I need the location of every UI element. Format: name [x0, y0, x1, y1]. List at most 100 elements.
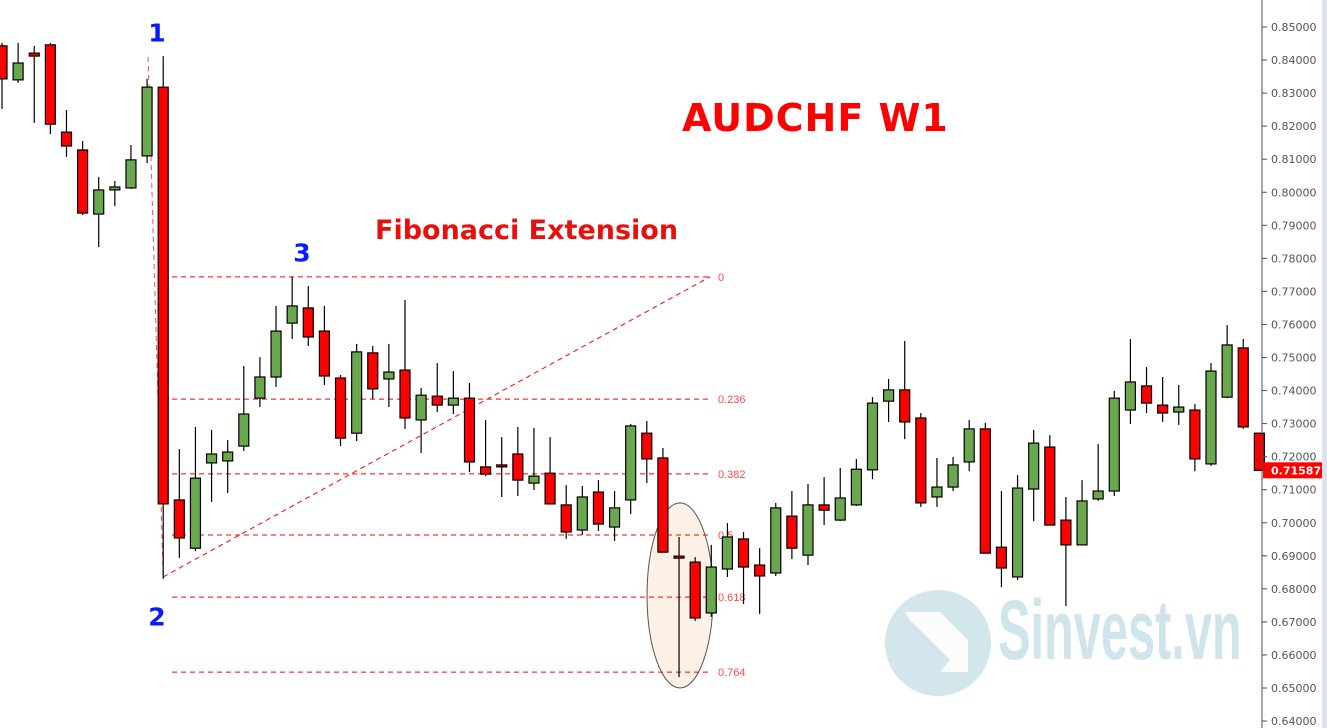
bearish-candle-body [737, 538, 750, 568]
bullish-candle-body [528, 475, 540, 484]
bullish-candle-body [1011, 487, 1024, 578]
bearish-candle-body [1253, 432, 1265, 471]
candle [915, 413, 927, 507]
candle [657, 448, 669, 553]
candle [318, 305, 330, 385]
bearish-candle-body [818, 504, 830, 511]
candle [496, 437, 508, 497]
candle [383, 343, 395, 408]
candle [1205, 363, 1217, 466]
candle [882, 378, 895, 422]
bullish-candle-body [205, 453, 218, 464]
candle [1044, 435, 1056, 526]
price-axis-label: 0.83000 [1271, 87, 1317, 100]
point-label-1: 1 [148, 18, 166, 48]
price-axis-scroll-strip[interactable] [1322, 0, 1327, 728]
bullish-candle-body [109, 186, 121, 191]
price-axis-label: 0.77000 [1271, 285, 1317, 298]
candle [689, 557, 701, 621]
price-axis-label: 0.65000 [1271, 682, 1317, 695]
candle [286, 276, 298, 339]
candle [673, 536, 685, 678]
candle [302, 286, 314, 346]
fib-level-label: 0.764 [718, 667, 746, 679]
bearish-candle-body [480, 466, 492, 475]
candle [866, 397, 879, 480]
candle [351, 343, 363, 442]
candle [608, 491, 621, 541]
highlight-ellipse [646, 502, 714, 689]
candle [1237, 338, 1249, 429]
candle [576, 486, 588, 535]
candle [76, 141, 89, 216]
bullish-candle-body [625, 425, 637, 501]
bullish-candle-body [415, 394, 427, 421]
bearish-candle-body [979, 428, 991, 554]
bullish-candle-body [238, 413, 250, 447]
bearish-candle-body [1157, 404, 1169, 414]
bearish-candle-body [431, 395, 443, 406]
price-axis-label: 0.73000 [1271, 418, 1317, 431]
price-axis-label: 0.74000 [1271, 385, 1317, 398]
bullish-candle-body [947, 464, 959, 488]
bullish-candle-body [141, 86, 153, 157]
bearish-candle-body [334, 377, 347, 439]
candle [1140, 367, 1153, 414]
bearish-candle-body [76, 149, 89, 214]
bearish-candle-body [560, 504, 572, 533]
bearish-candle-body [157, 86, 169, 505]
bullish-candle-body [286, 305, 298, 324]
bullish-candle-body [834, 497, 846, 521]
candle [560, 485, 572, 539]
candle [770, 502, 782, 576]
bullish-candle-body [1028, 442, 1040, 490]
last-price-label: 0.71587 [1271, 464, 1321, 477]
candle [1092, 444, 1104, 501]
bearish-candle-body [60, 131, 73, 147]
bearish-candle-body [689, 561, 701, 619]
last-price-badge [1263, 462, 1322, 479]
candle [834, 467, 846, 522]
bearish-candle-body [1140, 385, 1153, 404]
bearish-candle-body [496, 464, 508, 468]
point-label-2: 2 [148, 602, 166, 632]
price-axis-label: 0.85000 [1271, 21, 1317, 34]
fib-level-label: 0.618 [718, 592, 746, 604]
bearish-candle-body [367, 352, 379, 390]
bearish-candle-body [44, 44, 56, 125]
price-axis-label: 0.81000 [1271, 153, 1317, 166]
candle [415, 387, 427, 454]
candle [480, 419, 492, 477]
bearish-candle-body [673, 555, 685, 559]
bearish-candle-body [302, 307, 314, 338]
candle [399, 299, 411, 429]
bearish-candle-body [1060, 519, 1072, 546]
bearish-candle-body [173, 499, 185, 539]
watermark: Sinvest.vn [998, 583, 1242, 677]
candle [899, 340, 911, 440]
bullish-candle-body [721, 536, 734, 570]
candle [12, 42, 24, 83]
candle [189, 426, 202, 552]
price-axis-label: 0.66000 [1271, 649, 1317, 662]
candle [802, 484, 814, 566]
bearish-candle-body [754, 564, 766, 577]
bearish-candle-body [995, 546, 1008, 569]
fib-trendline-2-3 [162, 276, 711, 578]
bullish-candle-body [1124, 381, 1137, 411]
candle [334, 375, 347, 447]
candle [963, 419, 975, 472]
point-label-3: 3 [293, 238, 311, 268]
bullish-candle-body [12, 62, 24, 81]
price-axis-label: 0.82000 [1271, 120, 1317, 133]
bullish-candle-body [125, 159, 137, 189]
candle [592, 480, 605, 532]
candle [737, 532, 750, 605]
candle [931, 457, 943, 507]
bullish-candle-body [608, 507, 621, 528]
candle [93, 177, 105, 248]
candle [431, 363, 443, 413]
candle [1124, 338, 1137, 424]
fib-level-label: 0 [718, 272, 724, 284]
candle [528, 427, 540, 491]
